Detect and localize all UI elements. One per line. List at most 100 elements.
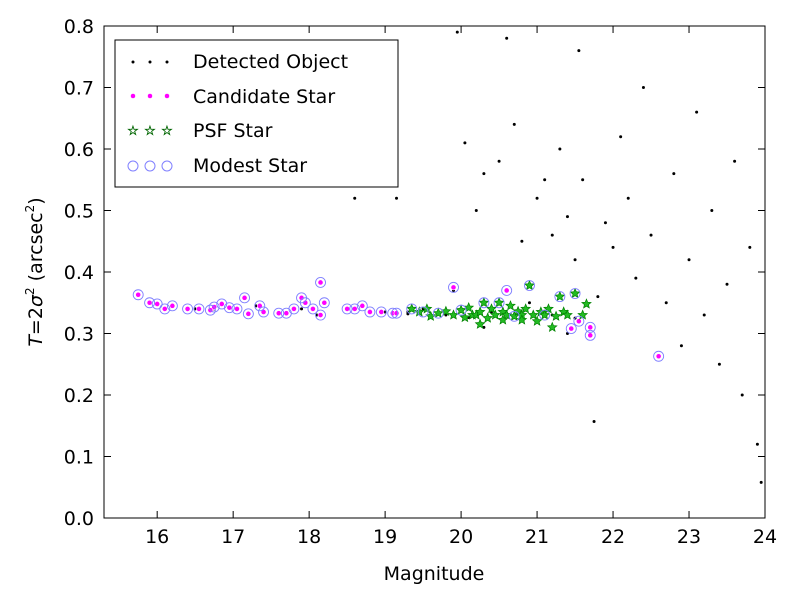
y-axis-label: T=2σ2 (arcsec2) [23, 197, 47, 346]
modest-star-point [315, 277, 326, 288]
detected-object-point [672, 172, 676, 176]
legend-marker-modest-3 [161, 160, 173, 172]
modest-star-point [524, 280, 535, 291]
y-axis-ticks: 0.0 0.1 0.2 0.3 0.4 0.5 0.6 0.7 0.8 [64, 16, 765, 530]
y-label-mid: (arcsec [25, 212, 47, 287]
y-label-sigma: σ [25, 294, 47, 307]
modest-star-point [231, 303, 243, 315]
modest-star-point [565, 323, 577, 335]
legend-entry-detected-object: Detected Object [131, 51, 348, 73]
detected-object-point [577, 49, 581, 53]
psf-star-point [493, 297, 505, 308]
x-tick-label: 16 [145, 526, 169, 548]
detected-object-point [592, 419, 596, 423]
legend-marker-modest-1 [127, 160, 139, 172]
modest-star-point [144, 297, 156, 309]
detected-object-point [535, 196, 539, 200]
candidate-star-point [317, 279, 324, 286]
candidate-star-point [503, 287, 510, 294]
legend-marker-modest-2 [144, 160, 156, 172]
legend-entry-psf-star: ☆ ☆ ☆ PSF Star [127, 120, 273, 142]
modest-star-point [569, 288, 581, 299]
candidate-star-point [275, 310, 282, 317]
x-tick-label: 22 [601, 526, 625, 548]
psf-star-point [581, 298, 592, 309]
detected-object-point [527, 301, 531, 305]
candidate-star-point [218, 301, 225, 307]
y-label-sup2: 2 [23, 205, 37, 213]
detected-object-point [300, 307, 304, 311]
modest-star-point [573, 315, 585, 327]
legend-entry-modest-star: Modest Star [127, 155, 307, 177]
y-tick-label: 0.7 [64, 78, 94, 100]
modest-star-point [299, 297, 311, 309]
psf-star-point [539, 309, 551, 320]
modest-star-point [318, 297, 330, 309]
psf-star-point [546, 321, 558, 332]
psf-star-point [478, 297, 490, 308]
candidate-star-point [291, 305, 297, 312]
legend-marker-candidate-3 [164, 93, 170, 99]
candidate-star-point [367, 309, 373, 315]
psf-star-point [455, 304, 467, 315]
detected-object-point [619, 135, 623, 139]
detected-object-point [759, 480, 763, 484]
modest-star-point [242, 308, 254, 320]
detected-object-point [482, 172, 486, 176]
detected-object-point [717, 362, 721, 366]
detected-object-point [603, 221, 607, 225]
x-tick-label: 17 [221, 526, 245, 548]
detected-object-point [611, 245, 615, 249]
detected-object-point [725, 282, 729, 286]
modest-star-point [539, 309, 551, 321]
y-tick-label: 0.8 [64, 16, 94, 38]
modest-star-point [493, 297, 505, 309]
detected-object-point [740, 393, 744, 397]
psf-star-point [554, 290, 566, 302]
legend-marker-candidate-2 [147, 93, 153, 99]
detected-object-point [520, 239, 524, 243]
modest-star-point [208, 301, 220, 313]
psf-star-point [486, 303, 497, 314]
modest-star-point [653, 350, 665, 362]
modest-star-point [132, 289, 144, 301]
legend-label-modest-star: Modest Star [193, 155, 307, 177]
legend-marker-candidate-1 [130, 93, 136, 99]
psf-star-point [562, 309, 573, 320]
candidate-star-point [450, 284, 457, 291]
modest-star-point [151, 298, 163, 310]
detected-object-point [641, 86, 645, 89]
candidate-star-point [321, 299, 328, 306]
psf-star-point [527, 309, 539, 320]
legend-marker-detected-1 [131, 60, 135, 64]
modest-star-point [584, 329, 596, 341]
psf-star-point [520, 303, 532, 314]
candidate-star-point [655, 353, 662, 360]
candidate-star-point [169, 302, 176, 309]
y-tick-label: 0.5 [64, 201, 94, 223]
modest-star-point [417, 306, 429, 318]
candidate-star-point [241, 294, 248, 301]
detected-object-point [463, 141, 467, 145]
x-tick-label: 20 [449, 526, 473, 548]
x-tick-label: 21 [525, 526, 549, 548]
candidate-star-point [587, 324, 594, 331]
detected-object-point [596, 295, 600, 299]
psf-star-point [474, 306, 486, 317]
candidate-star-point [310, 305, 316, 312]
detected-object-point [702, 313, 706, 317]
psf-star-point [531, 315, 543, 326]
modest-star-point [391, 307, 402, 319]
psf-star-point [474, 318, 486, 329]
candidate-star-point [568, 325, 575, 332]
modest-star-point [406, 303, 418, 315]
psf-star-point [432, 307, 444, 318]
candidate-star-point [575, 318, 582, 325]
modest-star-point [501, 285, 513, 296]
detected-object-point [505, 36, 509, 40]
legend-marker-psf-3: ☆ [161, 124, 173, 139]
candidate-star-point [184, 305, 191, 312]
detected-object-point [710, 209, 714, 212]
modest-star-point [356, 300, 368, 312]
y-label-lhs: T [25, 334, 47, 347]
